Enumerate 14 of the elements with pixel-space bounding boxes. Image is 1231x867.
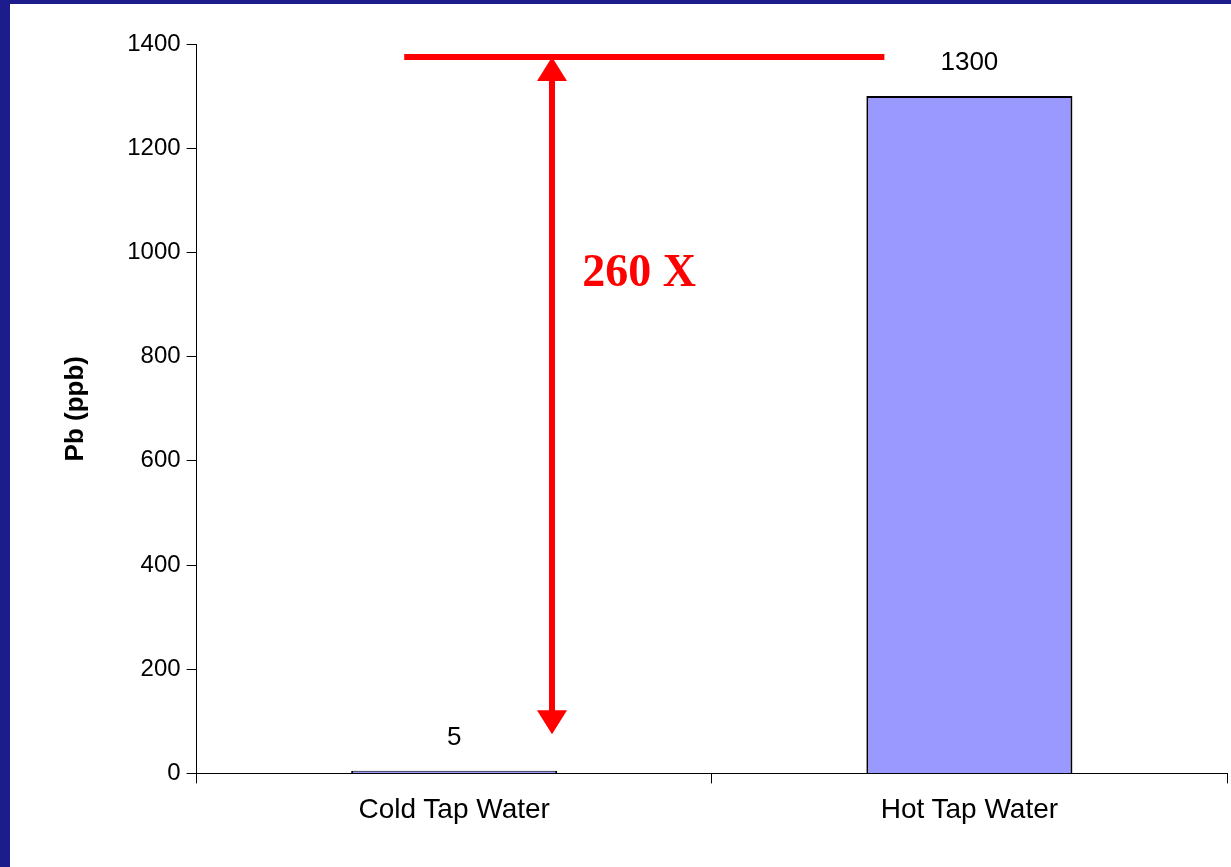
y-tick-label: 800 [140,341,181,369]
data-label: 1300 [940,46,999,77]
x-tick-label: Cold Tap Water [358,792,550,824]
annotation: 260 X [582,244,696,297]
y-tick-label: 1400 [127,28,181,56]
data-label: 5 [446,720,462,751]
x-tick-label: Hot Tap Water [880,792,1059,824]
y-tick-label: 600 [140,445,181,473]
y-tick-label: 200 [140,653,181,681]
y-tick-label: 1000 [127,237,181,265]
y-tick-label: 400 [140,549,181,577]
y-tick-label: 0 [167,758,181,786]
y-tick-label: 1200 [127,132,181,160]
y-axis-title: Pb (ppb) [58,355,89,462]
